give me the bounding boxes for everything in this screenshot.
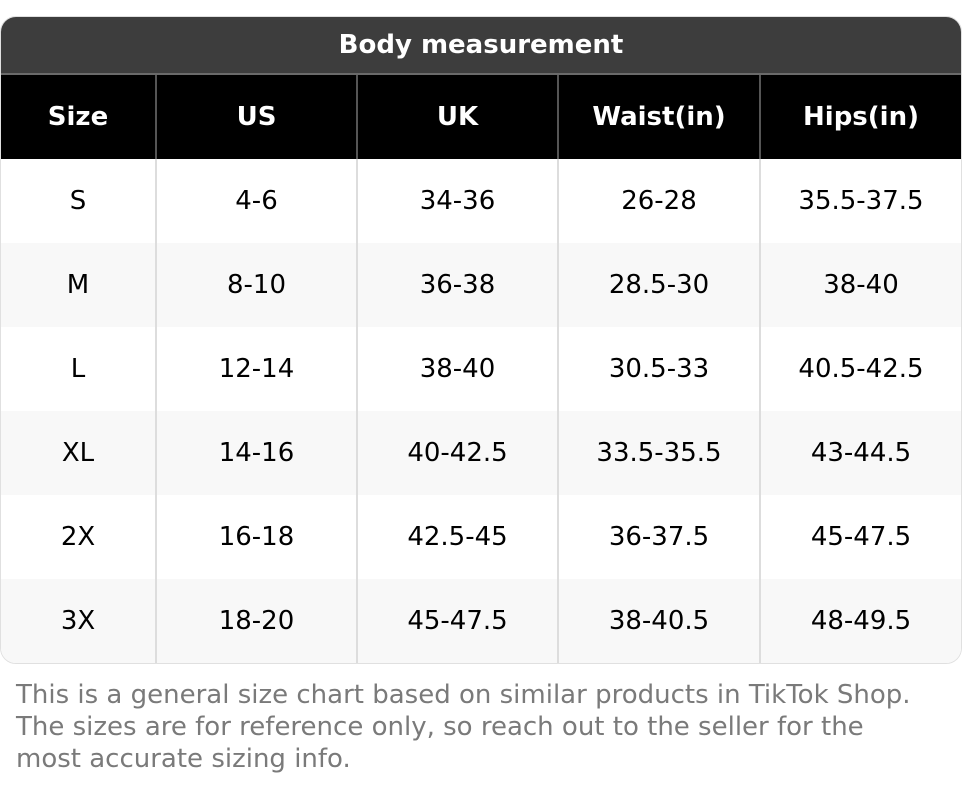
table-cell: 45-47.5 <box>356 579 558 663</box>
table-cell: 16-18 <box>155 495 357 579</box>
size-table: Size US UK Waist(in) Hips(in) S 4-6 34-36 26-28… <box>1 75 961 663</box>
table-row: 3X 18-20 45-47.5 38-40.5 48-49.5 <box>1 579 961 663</box>
table-title: Body measurement <box>1 17 961 75</box>
table-cell: S <box>69 186 87 216</box>
table-cell: 40-42.5 <box>356 411 558 495</box>
table-cell: 42.5-45 <box>356 495 558 579</box>
size-chart: Body measurement Size US UK Waist(in) Hips(i… <box>0 16 962 664</box>
table-cell: 34-36 <box>356 159 558 243</box>
table-cell: 26-28 <box>557 159 760 243</box>
table-cell: 36-37.5 <box>557 495 760 579</box>
table-cell: L <box>70 354 86 384</box>
table-cell: 12-14 <box>155 327 357 411</box>
table-cell: 38-40 <box>356 327 558 411</box>
table-cell: 28.5-30 <box>557 243 760 327</box>
table-cell: 18-20 <box>155 579 357 663</box>
table-cell: XL <box>1 411 156 495</box>
table-cell: 38-40.5 <box>557 579 760 663</box>
table-cell: 36-38 <box>356 243 558 327</box>
table-cell: 43-44.5 <box>759 411 961 495</box>
table-cell: 8-10 <box>155 243 357 327</box>
table-cell: 38-40 <box>759 243 961 327</box>
table-cell: 35.5-37.5 <box>759 159 961 243</box>
table-cell: 33.5-35.5 <box>557 411 760 495</box>
table-row: S 4-6 34-36 26-28 35.5-37.5 <box>1 159 961 243</box>
table-row: M 8-10 36-38 28.5-30 38-40 <box>1 243 961 327</box>
table-cell: 30.5-33 <box>557 327 760 411</box>
table-cell: 4-6 <box>155 159 357 243</box>
table-cell: 2X <box>60 522 96 552</box>
table-cell: 3X <box>1 579 156 663</box>
table-row: L 12-14 38-40 30.5-33 40.5-42.5 <box>1 327 961 411</box>
table-cell: 45-47.5 <box>759 495 961 579</box>
column-header: Hips(in) <box>759 75 961 159</box>
table-row: XL 14-16 40-42.5 33.5-35.5 43-44.5 <box>1 411 961 495</box>
table-cell: M <box>1 243 156 327</box>
table-cell: 48-49.5 <box>759 579 961 663</box>
size-chart-note: This is a general size chart based on si… <box>16 680 911 774</box>
header-row: Size US UK Waist(in) Hips(in) <box>1 75 961 159</box>
column-header: Size <box>1 75 156 159</box>
table-cell: 14-16 <box>155 411 357 495</box>
column-header: Waist(in) <box>557 75 760 159</box>
column-header: US <box>155 75 357 159</box>
table-cell: 40.5-42.5 <box>759 327 961 411</box>
column-header: UK <box>356 75 558 159</box>
table-row: 2X 16-18 42.5-45 36-37.5 45-47.5 <box>1 495 961 579</box>
